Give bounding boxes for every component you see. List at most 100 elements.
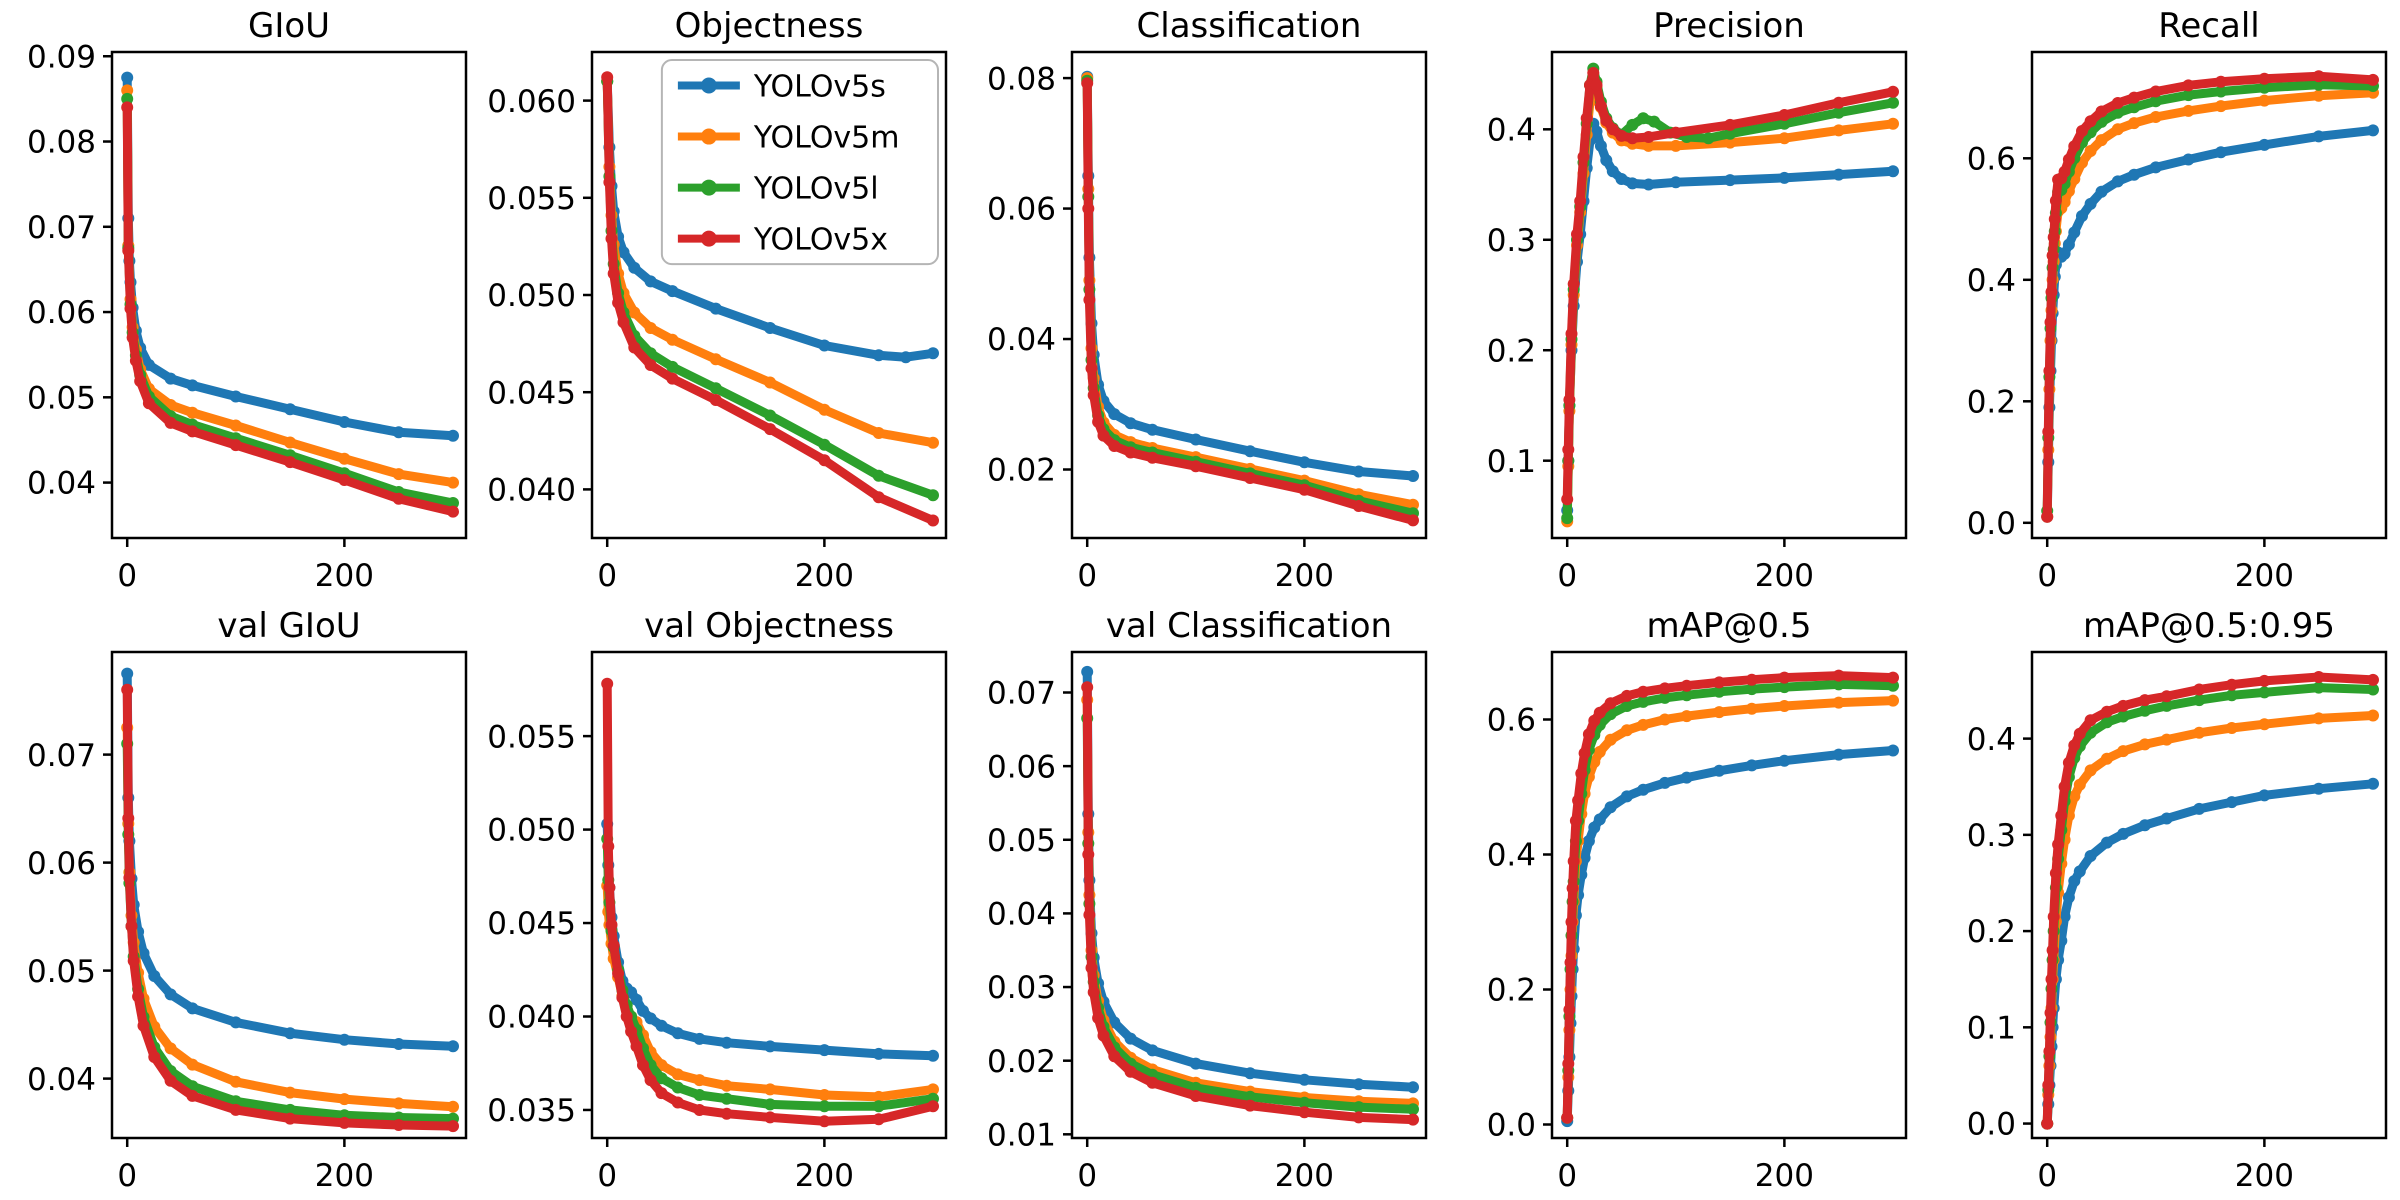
- series-marker-YOLOv5m: [693, 1074, 706, 1087]
- x-tick-label: 0: [1557, 558, 1577, 594]
- y-tick-label: 0.06: [27, 846, 96, 882]
- series-marker-YOLOv5s: [637, 1004, 649, 1017]
- series-marker-YOLOv5s: [1778, 171, 1791, 184]
- series-marker-YOLOv5s: [2214, 146, 2227, 159]
- series-marker-YOLOv5s: [818, 1044, 831, 1057]
- series-marker-YOLOv5s: [1626, 177, 1639, 190]
- series-marker-YOLOv5x: [1097, 1029, 1110, 1042]
- series-marker-YOLOv5l: [1887, 96, 1899, 109]
- series-marker-YOLOv5s: [2160, 812, 2173, 825]
- series-marker-YOLOv5s: [2073, 865, 2086, 878]
- series-marker-YOLOv5s: [2058, 247, 2071, 260]
- series-marker-YOLOv5x: [693, 1104, 706, 1116]
- series-marker-YOLOv5x: [1578, 747, 1591, 760]
- series-marker-YOLOv5s: [1615, 173, 1628, 185]
- series-marker-YOLOv5x: [1082, 202, 1095, 215]
- series-marker-YOLOv5x: [818, 454, 831, 467]
- series-marker-YOLOv5l: [447, 497, 459, 509]
- series-marker-YOLOv5m: [644, 322, 657, 334]
- series-marker-YOLOv5s: [2062, 238, 2075, 251]
- subplot-recall: Recall 0.0 0.2 0.4 0.6 0 200: [1920, 0, 2400, 600]
- series-marker-YOLOv5l: [1298, 1096, 1311, 1109]
- series-marker-YOLOv5s: [1081, 665, 1094, 678]
- series-marker-YOLOv5x: [1582, 728, 1595, 741]
- series-marker-YOLOv5l: [764, 409, 777, 422]
- series-marker-YOLOv5s: [1658, 776, 1671, 789]
- series-marker-YOLOv5x: [605, 232, 618, 245]
- series-marker-YOLOv5l: [1724, 127, 1737, 140]
- legend-marker: [700, 179, 717, 196]
- y-tick-label: 0.05: [987, 823, 1056, 859]
- series-marker-YOLOv5x: [1564, 956, 1577, 969]
- series-marker-YOLOv5s: [1604, 801, 1617, 814]
- series-marker-YOLOv5m: [764, 376, 777, 389]
- series-marker-YOLOv5x: [1085, 362, 1098, 375]
- series-marker-YOLOv5s: [1352, 1078, 1365, 1091]
- subplot-classification: Classification 0.02 0.04 0.06 0.08 0 200: [960, 0, 1440, 600]
- series-marker-YOLOv5x: [1407, 514, 1419, 527]
- series-marker-YOLOv5x: [1574, 195, 1587, 208]
- series-marker-YOLOv5m: [164, 1042, 177, 1055]
- series-marker-YOLOv5l: [1832, 678, 1845, 691]
- y-tick-label: 0.07: [27, 210, 96, 246]
- series-marker-YOLOv5m: [447, 476, 459, 489]
- series-marker-YOLOv5s: [1745, 759, 1758, 772]
- precision-plot-canvas: 0.1 0.2 0.3 0.4 0 200: [1487, 50, 1908, 594]
- series-marker-YOLOv5l: [2100, 716, 2113, 729]
- val-objectness-plot-canvas: 0.035 0.040 0.045 0.050 0.055 0 200: [487, 650, 948, 1194]
- series-marker-YOLOv5x: [2046, 249, 2059, 262]
- series-marker-YOLOv5s: [1189, 433, 1202, 446]
- subplot-title: val GIoU: [217, 606, 361, 646]
- series-marker-YOLOv5s: [872, 349, 885, 362]
- series-marker-YOLOv5m: [1620, 724, 1633, 737]
- series-marker-YOLOv5x: [764, 423, 777, 436]
- series-marker-YOLOv5x: [186, 425, 199, 438]
- series-marker-YOLOv5l: [1680, 689, 1693, 702]
- axes-frame: [110, 50, 468, 540]
- axes-frame: [1550, 650, 1908, 1140]
- series-marker-YOLOv5s: [1298, 1073, 1311, 1086]
- series-marker-YOLOv5x: [142, 397, 155, 410]
- series-marker-YOLOv5l: [1832, 106, 1845, 119]
- series-marker-YOLOv5x: [126, 331, 139, 344]
- series-marker-YOLOv5x: [1565, 327, 1578, 340]
- series-marker-YOLOv5s: [1352, 465, 1365, 478]
- series-marker-YOLOv5l: [2258, 686, 2271, 699]
- classification-plot-canvas: 0.02 0.04 0.06 0.08 0 200: [987, 50, 1428, 594]
- legend-marker: [700, 77, 717, 94]
- series-marker-YOLOv5s: [1832, 168, 1845, 181]
- x-tick-label: 0: [117, 558, 137, 594]
- series-marker-YOLOv5x: [1189, 1090, 1202, 1102]
- series-marker-YOLOv5m: [2128, 117, 2141, 130]
- series-marker-YOLOv5s: [644, 275, 657, 288]
- series-marker-YOLOv5s: [1669, 176, 1682, 189]
- series-marker-YOLOv5l: [1637, 112, 1650, 125]
- series-marker-YOLOv5x: [625, 1025, 638, 1038]
- y-tick-label: 0.6: [1967, 141, 2016, 177]
- series-marker-YOLOv5x: [1724, 118, 1737, 131]
- series-marker-YOLOv5m: [720, 1079, 733, 1092]
- series-marker-YOLOv5s: [164, 372, 177, 385]
- series-marker-YOLOv5l: [1648, 115, 1661, 128]
- series-marker-YOLOv5x: [1124, 446, 1137, 459]
- series-marker-YOLOv5s: [1590, 125, 1603, 138]
- series-marker-YOLOv5x: [2100, 705, 2113, 718]
- y-tick-label: 0.0: [1487, 1108, 1536, 1144]
- series-marker-YOLOv5s: [671, 1027, 684, 1040]
- series-marker-YOLOv5l: [121, 92, 134, 105]
- series-marker-YOLOv5x: [1085, 961, 1098, 974]
- series-marker-YOLOv5m: [872, 1090, 885, 1103]
- series-marker-YOLOv5l: [2193, 694, 2206, 707]
- y-tick-label: 0.045: [487, 375, 576, 411]
- series-marker-YOLOv5l: [2367, 683, 2379, 696]
- series-marker-YOLOv5m: [2100, 752, 2113, 765]
- series-marker-YOLOv5s: [2100, 836, 2113, 849]
- series-marker-YOLOv5s: [186, 379, 199, 392]
- series-marker-YOLOv5x: [2214, 75, 2227, 88]
- series-marker-YOLOv5s: [1713, 764, 1726, 777]
- subplot-val-objectness: val Objectness 0.035 0.040 0.045 0.050 0.055…: [480, 600, 960, 1200]
- series-marker-YOLOv5x: [655, 1087, 668, 1100]
- giou-plot-canvas: 0.04 0.05 0.06 0.07 0.08 0.09 0 200: [27, 39, 468, 594]
- series-marker-YOLOv5l: [720, 1092, 733, 1105]
- y-tick-label: 0.0: [1967, 506, 2016, 542]
